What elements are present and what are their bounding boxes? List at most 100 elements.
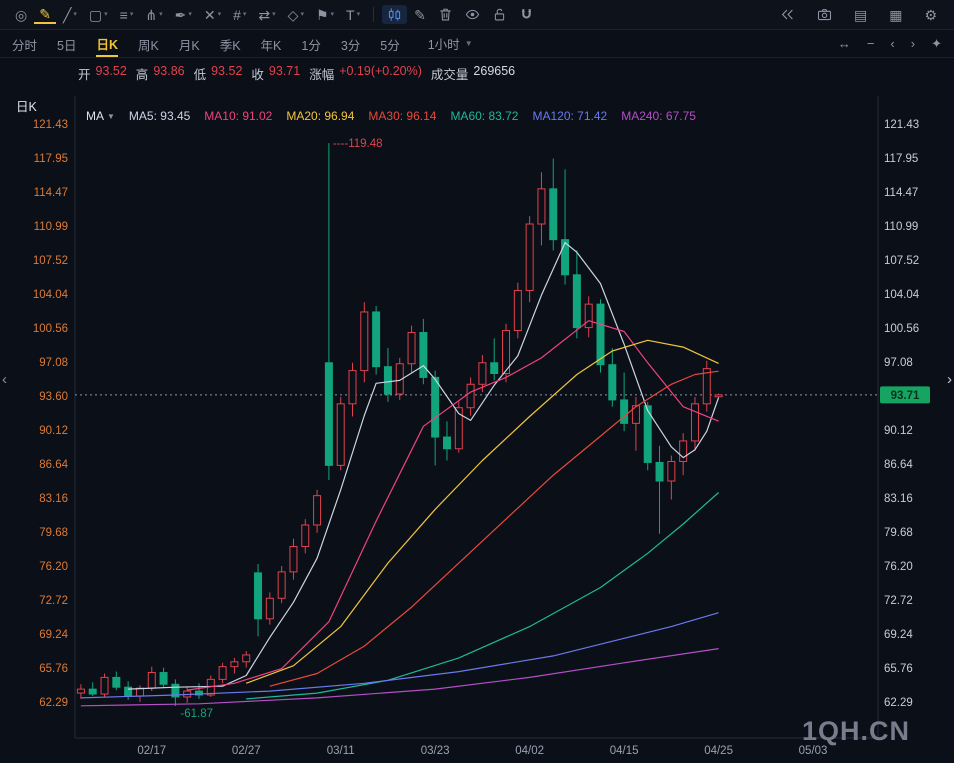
svg-text:69.24: 69.24 (884, 629, 913, 641)
svg-text:02/27: 02/27 (232, 745, 261, 757)
gann-grid-button[interactable]: # ▾ (228, 6, 251, 24)
toolbar-settings-button[interactable]: ⚙ (919, 6, 942, 24)
timeframe-tab-6[interactable]: 年K (260, 38, 282, 53)
unlock-button[interactable] (487, 5, 512, 24)
pen-tool-button[interactable]: ✒ ▾ (170, 6, 197, 24)
visibility-icon (465, 7, 480, 22)
info-item-5: 成交量 269656 (431, 64, 515, 83)
plot-borders (74, 96, 879, 739)
collapse-left-panel-icon[interactable]: ‹ (2, 371, 7, 388)
shape-rect-button[interactable]: ▢ ▾ (84, 6, 113, 24)
ma-legend[interactable]: MA ▼ MA5: 93.45 MA10: 91.02 MA20: 96.94 MA30:… (86, 109, 696, 123)
svg-text:114.47: 114.47 (884, 187, 918, 199)
svg-text:72.72: 72.72 (39, 595, 68, 607)
svg-text:62.29: 62.29 (39, 697, 68, 709)
flag-mark-button[interactable]: ⚑ ▾ (311, 6, 339, 24)
cross-line-button[interactable]: ✕ ▾ (199, 6, 226, 24)
svg-text:79.68: 79.68 (39, 527, 68, 539)
svg-text:97.08: 97.08 (39, 357, 68, 369)
trend-line-icon: ╱ (62, 6, 72, 23)
ma-legend-label: MA (86, 109, 104, 123)
indicator-chart-button[interactable] (382, 5, 408, 24)
info-value: 93.52 (95, 63, 127, 78)
svg-text:04/25: 04/25 (704, 745, 733, 757)
trend-line-button[interactable]: ╱ ▾ (58, 6, 82, 24)
svg-text:110.99: 110.99 (34, 221, 68, 233)
svg-text:03/11: 03/11 (327, 745, 355, 757)
timeframe-tab-3[interactable]: 周K (138, 38, 159, 53)
indicator-chart-icon (387, 7, 402, 22)
period-label: 日K (16, 100, 37, 114)
info-item-1: 高 93.86 (136, 64, 185, 83)
edit-drawing-button[interactable]: ✎ (409, 6, 431, 24)
svg-text:86.64: 86.64 (39, 459, 68, 471)
horizontal-lines-icon: ≡ (119, 6, 128, 23)
svg-text:93.71: 93.71 (891, 390, 920, 402)
zoom-out-icon[interactable]: − (866, 36, 875, 51)
timeframe-tab-0[interactable]: 分时 (12, 38, 38, 53)
magnet-snap-button[interactable] (514, 5, 539, 24)
info-label: 高 (135, 67, 149, 82)
pan-left-icon[interactable]: ‹ (890, 36, 895, 51)
ma-line-ma120 (80, 612, 719, 699)
svg-text:03/23: 03/23 (421, 745, 450, 757)
delete-drawing-icon (438, 7, 453, 22)
chart-tools-icon[interactable]: ✦ (931, 35, 942, 51)
y-axis-left: 121.43 117.95 114.47 110.99 107.52 104.04 100.… (33, 119, 69, 709)
info-label: 低 (193, 67, 207, 82)
flag-mark-icon: ⚑ (315, 6, 329, 23)
timeframe-tab-1[interactable]: 5日 (57, 38, 77, 53)
svg-text:104.04: 104.04 (884, 289, 920, 301)
info-label: 涨幅 (309, 67, 335, 82)
svg-text:69.24: 69.24 (39, 629, 68, 641)
measure-button[interactable]: ⇄ ▾ (253, 6, 280, 24)
info-item-4: 涨幅 +0.19(+0.20%) (309, 64, 422, 83)
ohlc-info-bar: 开 93.52 高 93.86 低 93.52 收 93.71 涨幅 +0.19(+0.20%) 成… (0, 58, 954, 88)
timeframe-tab-4[interactable]: 月K (178, 38, 200, 53)
layout-list-icon: ▤ (853, 6, 868, 23)
app-logo-button[interactable]: ◎ (10, 6, 32, 24)
legend-item-ma240: MA240: 67.75 (621, 109, 696, 123)
ma-line-ma5 (128, 242, 720, 690)
replay-rewind-button[interactable] (775, 5, 800, 24)
info-value: 93.52 (211, 63, 243, 78)
timeframe-tab-5[interactable]: 季K (219, 38, 241, 53)
fit-width-icon[interactable]: ↔ (837, 36, 851, 51)
timeframe-tab-9[interactable]: 5分 (380, 38, 400, 53)
caret-down-icon: ▾ (242, 11, 247, 18)
brush-button[interactable]: ◇ ▾ (283, 6, 309, 24)
screenshot-camera-button[interactable] (812, 5, 837, 24)
timeframe-tab-8[interactable]: 3分 (340, 38, 361, 53)
svg-text:121.43: 121.43 (33, 119, 68, 131)
text-tool-button[interactable]: T ▾ (341, 6, 365, 24)
pen-tool-icon: ✒ (174, 6, 187, 23)
draw-pencil-button[interactable]: ✎ (34, 5, 56, 24)
svg-text:76.20: 76.20 (884, 561, 913, 573)
edit-drawing-icon: ✎ (414, 6, 426, 23)
svg-text:79.68: 79.68 (884, 527, 913, 539)
expand-right-panel-icon[interactable]: › (947, 371, 952, 388)
caret-down-icon: ▾ (73, 11, 77, 18)
ma-line-ma10 (187, 320, 719, 691)
drawing-toolbar: ◎ ✎ ╱ ▾ ▢ ▾ ≡ ▾ ⋔ ▾ ✒ ▾ ✕ ▾ # ▾ ⇄ ▾ ◇ ▾ ⚑ ▾ T ▾ ✎ ▤ ▦ ⚙ (0, 0, 954, 30)
visibility-button[interactable] (460, 5, 485, 24)
caret-down-icon: ▾ (104, 11, 108, 18)
caret-down-icon: ▼ (107, 111, 115, 121)
interval-dropdown[interactable]: 1小时 ▼ (428, 34, 473, 53)
svg-text:05/03: 05/03 (799, 745, 828, 757)
candlestick-chart[interactable]: 121.43 117.95 114.47 110.99 107.52 104.04 100.… (0, 88, 954, 763)
legend-item-ma20: MA20: 96.94 (286, 109, 355, 123)
horizontal-lines-button[interactable]: ≡ ▾ (115, 6, 139, 24)
pan-right-icon[interactable]: › (910, 36, 916, 51)
layout-grid-button[interactable]: ▦ (884, 6, 907, 24)
info-item-2: 低 93.52 (194, 64, 243, 83)
ma-legend-title[interactable]: MA ▼ (86, 109, 115, 123)
delete-drawing-button[interactable] (433, 5, 458, 24)
svg-text:62.29: 62.29 (884, 697, 913, 709)
timeframe-tab-7[interactable]: 1分 (301, 38, 321, 53)
pitchfork-button[interactable]: ⋔ ▾ (140, 6, 167, 24)
svg-text:76.20: 76.20 (39, 561, 68, 573)
ma-line-ma30 (269, 370, 719, 687)
layout-list-button[interactable]: ▤ (849, 6, 872, 24)
timeframe-tab-2[interactable]: 日K (96, 30, 118, 57)
